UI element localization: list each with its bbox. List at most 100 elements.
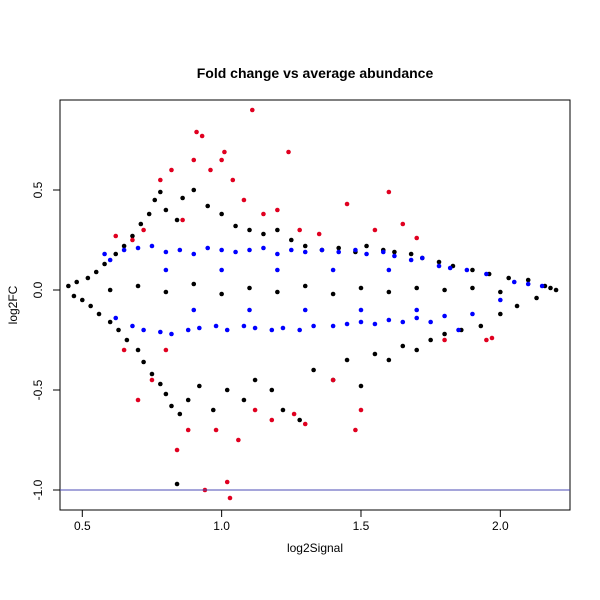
- data-point-1-8: [158, 329, 163, 335]
- data-point-2-29: [275, 207, 280, 213]
- data-point-2-5: [149, 377, 155, 383]
- data-point-1-41: [392, 253, 397, 259]
- data-point-1-17: [219, 247, 224, 253]
- data-point-1-59: [191, 307, 197, 313]
- data-point-0-64: [428, 337, 433, 343]
- data-point-1-20: [241, 323, 247, 329]
- y-tick-label-2: 0.0: [31, 281, 45, 298]
- data-point-0-8: [102, 261, 107, 267]
- data-point-0-12: [121, 243, 127, 249]
- data-point-0-35: [219, 211, 224, 217]
- data-point-1-18: [224, 327, 230, 333]
- data-point-0-84: [219, 291, 224, 297]
- data-point-0-79: [553, 287, 559, 293]
- data-point-0-61: [408, 251, 414, 257]
- data-point-0-62: [414, 347, 420, 353]
- data-point-0-85: [247, 285, 252, 291]
- data-point-0-28: [180, 195, 185, 201]
- data-point-0-10: [113, 251, 119, 257]
- data-point-1-3: [121, 247, 127, 253]
- data-point-1-52: [470, 311, 475, 317]
- data-point-1-12: [185, 327, 191, 333]
- data-point-1-11: [177, 247, 183, 253]
- data-point-0-15: [135, 347, 141, 353]
- data-point-0-13: [124, 337, 130, 343]
- data-point-1-34: [344, 321, 350, 327]
- data-point-2-45: [489, 335, 495, 341]
- data-point-0-60: [400, 343, 406, 349]
- data-point-1-64: [330, 267, 336, 273]
- data-point-0-82: [163, 289, 169, 295]
- y-axis-label: log2FC: [6, 285, 20, 324]
- plot-frame: [59, 99, 571, 511]
- data-point-0-74: [514, 303, 520, 309]
- data-point-2-21: [227, 495, 233, 501]
- data-point-1-61: [247, 307, 252, 313]
- data-point-2-12: [191, 157, 197, 163]
- data-point-0-48: [311, 367, 316, 373]
- x-tick-label-3: 2.0: [492, 519, 509, 533]
- data-point-1-54: [498, 297, 503, 303]
- data-point-2-39: [372, 227, 378, 233]
- data-point-0-89: [358, 285, 364, 291]
- data-point-1-53: [484, 271, 489, 277]
- data-point-1-33: [336, 249, 341, 255]
- data-point-2-1: [121, 347, 127, 353]
- data-point-1-43: [408, 257, 414, 263]
- data-point-0-11: [116, 327, 121, 333]
- data-point-0-34: [210, 407, 216, 413]
- data-point-0-6: [93, 269, 99, 275]
- data-point-2-36: [344, 201, 350, 207]
- data-point-2-13: [194, 129, 199, 135]
- data-point-1-40: [386, 317, 392, 323]
- data-point-2-4: [141, 227, 146, 233]
- data-point-0-47: [302, 243, 308, 249]
- data-point-1-56: [525, 281, 531, 287]
- data-point-2-17: [213, 427, 219, 433]
- data-point-1-5: [135, 245, 141, 251]
- data-point-1-28: [297, 327, 302, 333]
- data-point-1-16: [213, 323, 219, 329]
- data-point-2-35: [330, 377, 336, 383]
- data-point-1-50: [456, 327, 461, 333]
- y-tick-label-0: -1.0: [31, 479, 45, 500]
- data-point-0-69: [470, 267, 475, 273]
- data-point-1-45: [419, 255, 425, 261]
- data-point-0-86: [275, 289, 280, 295]
- data-point-1-38: [372, 321, 378, 327]
- data-point-1-58: [163, 267, 169, 273]
- data-point-0-81: [135, 283, 141, 289]
- data-point-1-22: [252, 325, 258, 331]
- data-point-1-35: [353, 247, 358, 253]
- data-point-0-14: [130, 233, 135, 239]
- data-point-2-3: [135, 397, 141, 403]
- data-point-0-45: [289, 237, 294, 243]
- data-point-0-75: [525, 277, 531, 283]
- data-point-0-76: [534, 295, 539, 301]
- data-point-2-25: [249, 107, 255, 113]
- y-tick-label-3: 0.5: [31, 181, 45, 198]
- data-point-1-62: [275, 267, 280, 273]
- data-point-0-54: [358, 383, 364, 389]
- data-point-1-44: [414, 315, 420, 321]
- data-point-2-10: [180, 217, 185, 223]
- data-point-1-65: [358, 307, 364, 313]
- data-point-0-39: [247, 227, 252, 233]
- data-point-2-28: [269, 417, 275, 423]
- data-point-0-20: [152, 197, 158, 203]
- data-point-0-16: [138, 221, 144, 227]
- data-point-1-48: [442, 313, 447, 319]
- data-point-1-10: [169, 331, 174, 337]
- data-point-0-32: [174, 481, 180, 487]
- data-point-1-55: [511, 279, 517, 285]
- data-point-2-43: [442, 337, 447, 343]
- data-point-1-0: [102, 251, 107, 257]
- data-point-2-11: [185, 427, 191, 433]
- data-point-0-41: [261, 231, 266, 237]
- x-tick-label-1: 1.0: [213, 519, 230, 533]
- data-point-2-31: [291, 411, 297, 417]
- data-point-1-31: [319, 247, 325, 253]
- data-point-0-9: [107, 319, 113, 325]
- data-point-2-33: [302, 421, 308, 427]
- data-point-0-94: [498, 289, 503, 295]
